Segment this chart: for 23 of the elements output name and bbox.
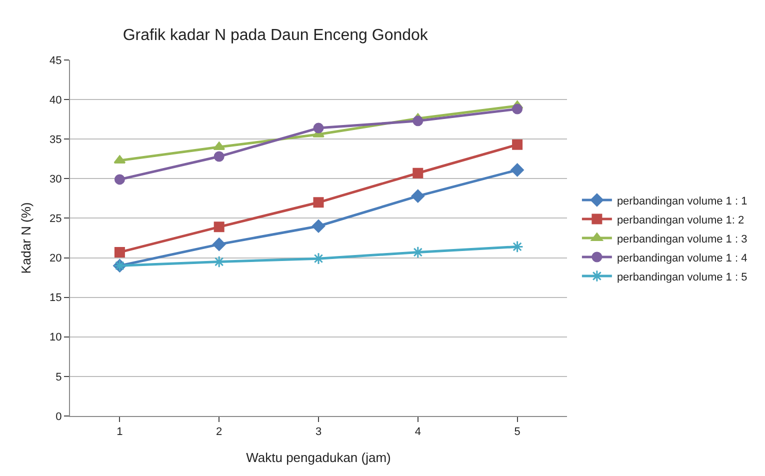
- legend-label: perbandingan volume 1 : 5: [616, 271, 748, 284]
- legend-label: perbandingan volume 1: 2: [616, 214, 744, 226]
- y-tick-label: 10: [50, 332, 62, 344]
- y-tick-label: 0: [56, 410, 62, 423]
- x-axis-title: Waktu pengadukan (jam): [246, 450, 391, 465]
- y-tick-label: 20: [50, 252, 62, 265]
- y-tick-label: 45: [50, 54, 62, 67]
- y-tick-label: 30: [50, 174, 62, 186]
- y-tick-label: 5: [56, 371, 62, 384]
- y-tick-label: 40: [50, 94, 62, 106]
- x-tick-label: 5: [514, 426, 520, 438]
- y-tick-label: 25: [50, 213, 62, 226]
- y-axis-title: Kadar N (%): [18, 202, 34, 274]
- x-tick-label: 1: [116, 426, 123, 438]
- legend-label: perbandingan volume 1 : 3: [616, 233, 748, 246]
- legend-label: perbandingan volume 1 : 4: [616, 252, 748, 264]
- x-tick-label: 4: [414, 426, 421, 438]
- legend-label: perbandingan volume 1 : 1: [616, 195, 748, 208]
- x-tick-label: 2: [216, 426, 222, 438]
- chart-title: Grafik kadar N pada Daun Enceng Gondok: [122, 26, 429, 44]
- y-tick-label: 15: [50, 292, 62, 304]
- y-tick-label: 35: [50, 134, 62, 146]
- x-tick-label: 3: [315, 426, 322, 438]
